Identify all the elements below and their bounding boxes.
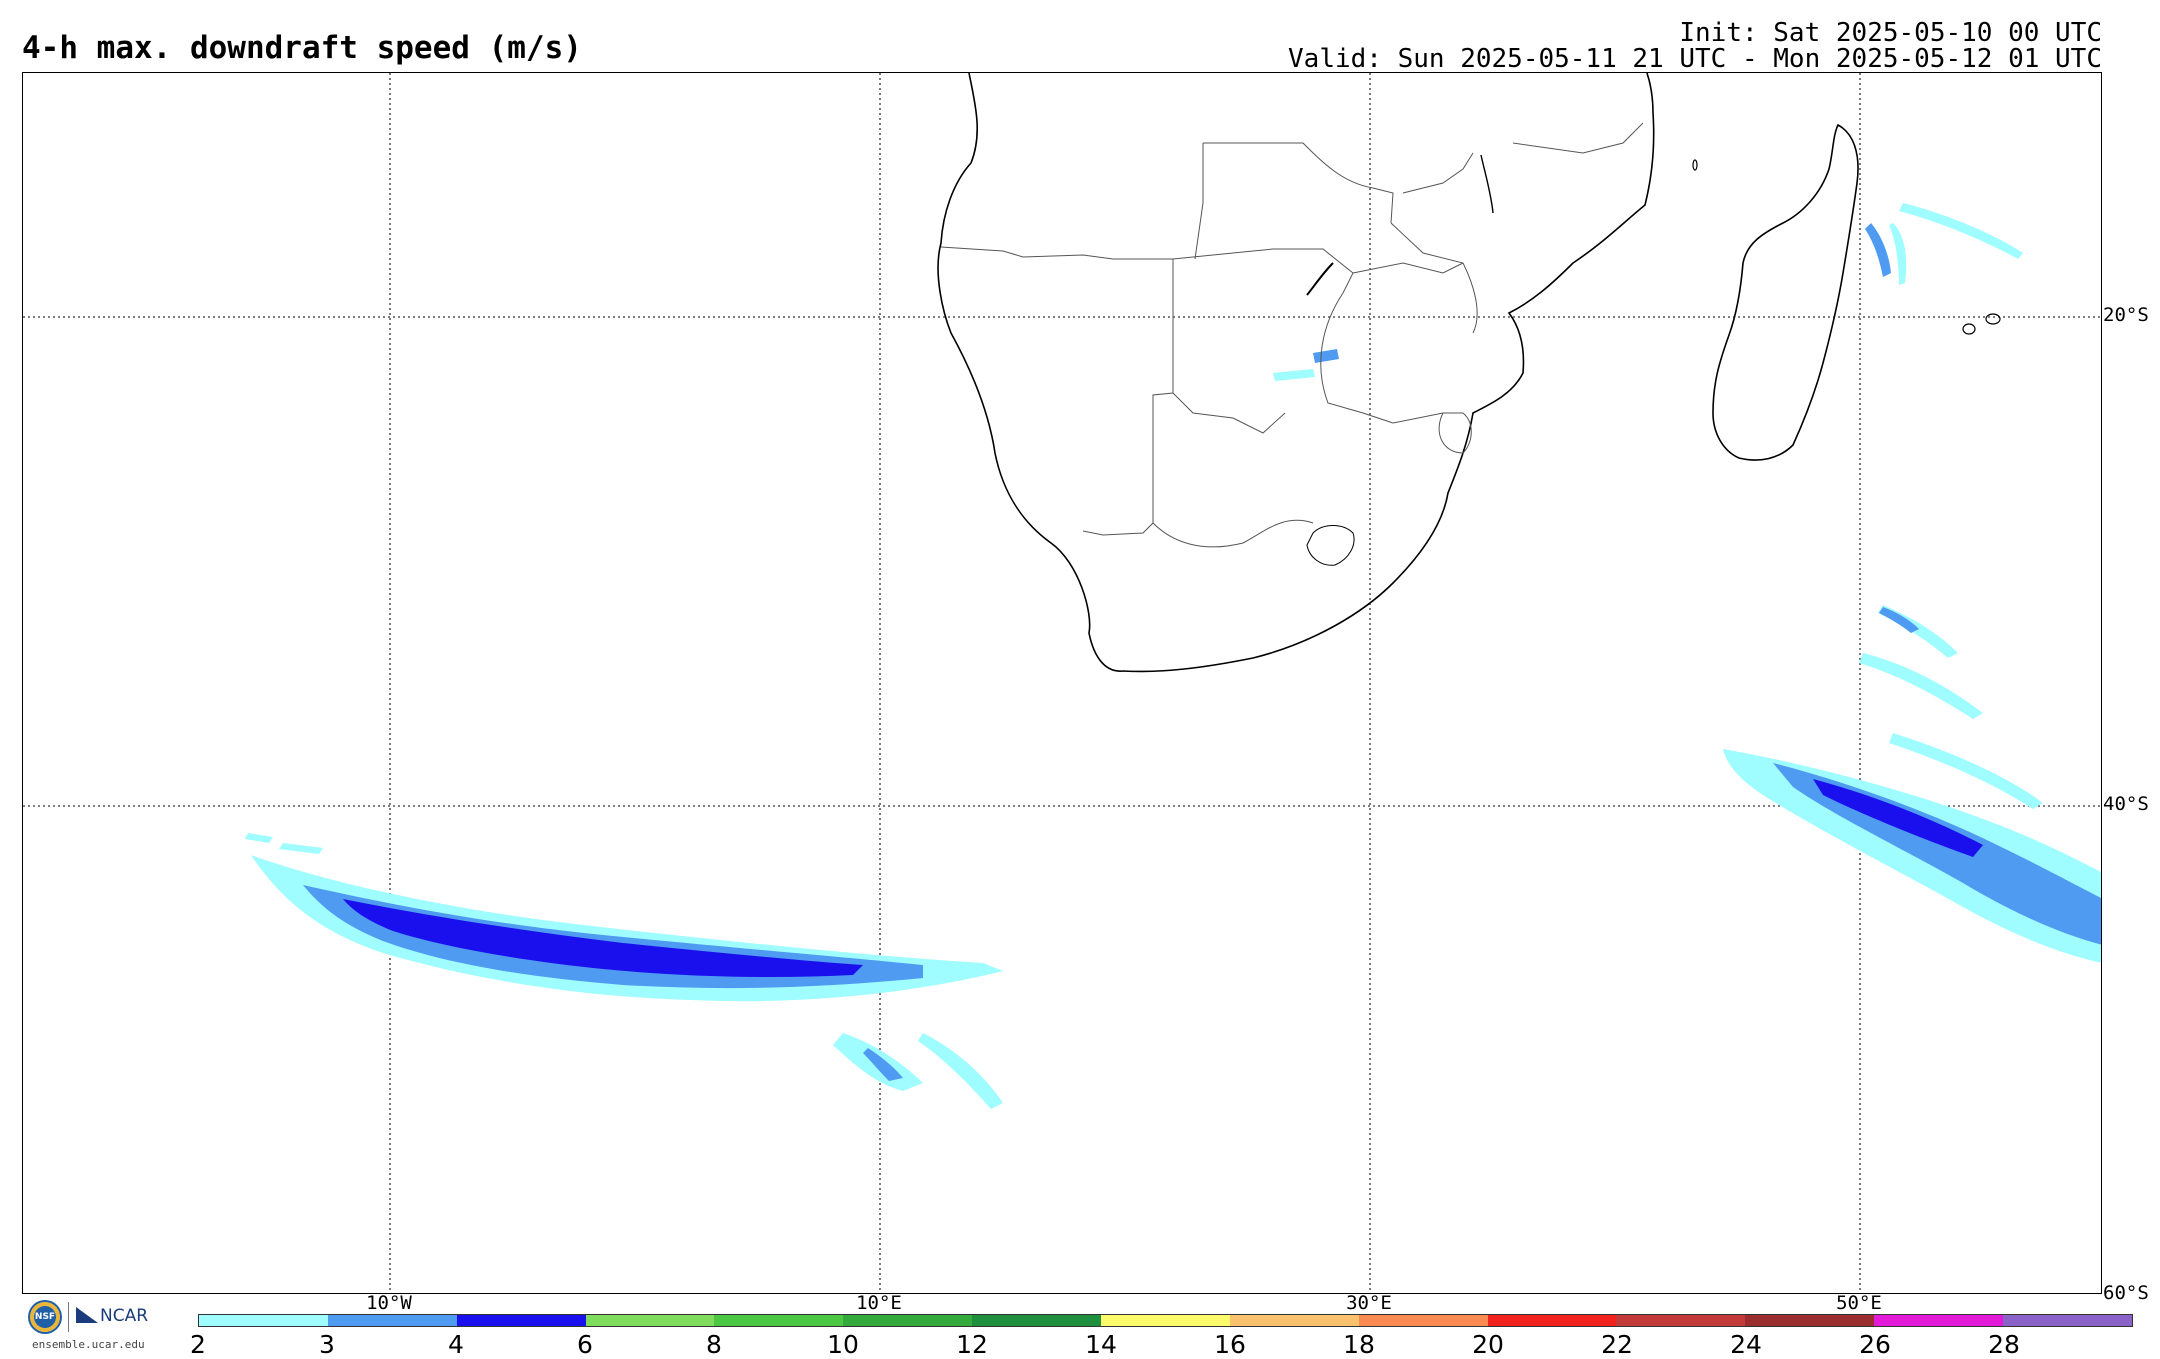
colorbar-segment: [456, 1315, 586, 1326]
map-title: 4-h max. downdraft speed (m/s): [22, 30, 582, 66]
colorbar-tick-label: 18: [1343, 1330, 1375, 1359]
downdraft-band-atlantic: [245, 833, 1003, 1109]
colorbar-tick-label: 12: [956, 1330, 988, 1359]
colorbar: [198, 1314, 2133, 1327]
map-frame: [22, 72, 2102, 1294]
reunion: [1962, 323, 1976, 335]
ncar-logo-text: NCAR: [100, 1306, 149, 1326]
colorbar-segment: [1229, 1315, 1359, 1326]
colorbar-segment: [1487, 1315, 1617, 1326]
colorbar-tick-label: 16: [1214, 1330, 1246, 1359]
mauritius: [1985, 313, 2001, 325]
colorbar-tick-label: 24: [1730, 1330, 1762, 1359]
madagascar-coastline: [1712, 123, 1859, 461]
run-info: Init: Sat 2025-05-10 00 UTC Valid: Sun 2…: [1288, 20, 2102, 72]
ncar-logo: NCAR: [76, 1306, 148, 1326]
colorbar-tick-label: 3: [319, 1330, 335, 1359]
colorbar-tick-label: 26: [1859, 1330, 1891, 1359]
lake-malawi: [1480, 154, 1494, 214]
colorbar-segment: [199, 1315, 328, 1326]
coastlines: [937, 73, 2001, 673]
valid-time: Valid: Sun 2025-05-11 21 UTC - Mon 2025-…: [1288, 44, 2102, 74]
lat-label-20s: 20°S: [2103, 304, 2149, 326]
init-time: Init: Sat 2025-05-10 00 UTC: [1679, 18, 2102, 48]
lon-label-30e: 30°E: [1346, 1292, 1392, 1314]
lon-label-10w: 10°W: [366, 1292, 412, 1314]
colorbar-segment: [1745, 1315, 1875, 1326]
colorbar-tick-label: 4: [448, 1330, 464, 1359]
graticule: [23, 73, 2101, 1293]
colorbar-tick-label: 2: [190, 1330, 206, 1359]
colorbar-segment: [327, 1315, 457, 1326]
site-url: ensemble.ucar.edu: [32, 1338, 145, 1351]
africa-coastline: [937, 73, 1655, 673]
colorbar-segment: [1616, 1315, 1746, 1326]
lon-label-50e: 50°E: [1836, 1292, 1882, 1314]
colorbar-tick-label: 28: [1988, 1330, 2020, 1359]
lesotho-border: [1306, 525, 1355, 566]
map-canvas: [23, 73, 2101, 1293]
nsf-logo: NSF: [28, 1300, 62, 1334]
downdraft-band-indian: [1273, 203, 2101, 963]
colorbar-tick-label: 8: [706, 1330, 722, 1359]
lake-kariba: [1306, 262, 1334, 296]
colorbar-tick-label: 22: [1601, 1330, 1633, 1359]
colorbar-tick-label: 14: [1085, 1330, 1117, 1359]
colorbar-segment: [1874, 1315, 2004, 1326]
colorbar-segment: [2003, 1315, 2132, 1326]
logo-area: NSF NCAR ensemble.ucar.edu: [24, 1298, 164, 1354]
lat-label-60s: 60°S: [2103, 1282, 2149, 1304]
colorbar-tick-label: 10: [827, 1330, 859, 1359]
colorbar-segment: [843, 1315, 973, 1326]
colorbar-segment: [972, 1315, 1102, 1326]
lon-label-10e: 10°E: [856, 1292, 902, 1314]
comoros: [1692, 159, 1698, 171]
lat-label-40s: 40°S: [2103, 793, 2149, 815]
logo-divider: [68, 1302, 69, 1332]
colorbar-segment: [714, 1315, 844, 1326]
colorbar-segment: [1101, 1315, 1230, 1326]
colorbar-segment: [1358, 1315, 1488, 1326]
country-borders: [940, 122, 1644, 548]
colorbar-tick-label: 6: [577, 1330, 593, 1359]
colorbar-segment: [585, 1315, 715, 1326]
colorbar-tick-label: 20: [1472, 1330, 1504, 1359]
ncar-mark-icon: [76, 1307, 98, 1323]
